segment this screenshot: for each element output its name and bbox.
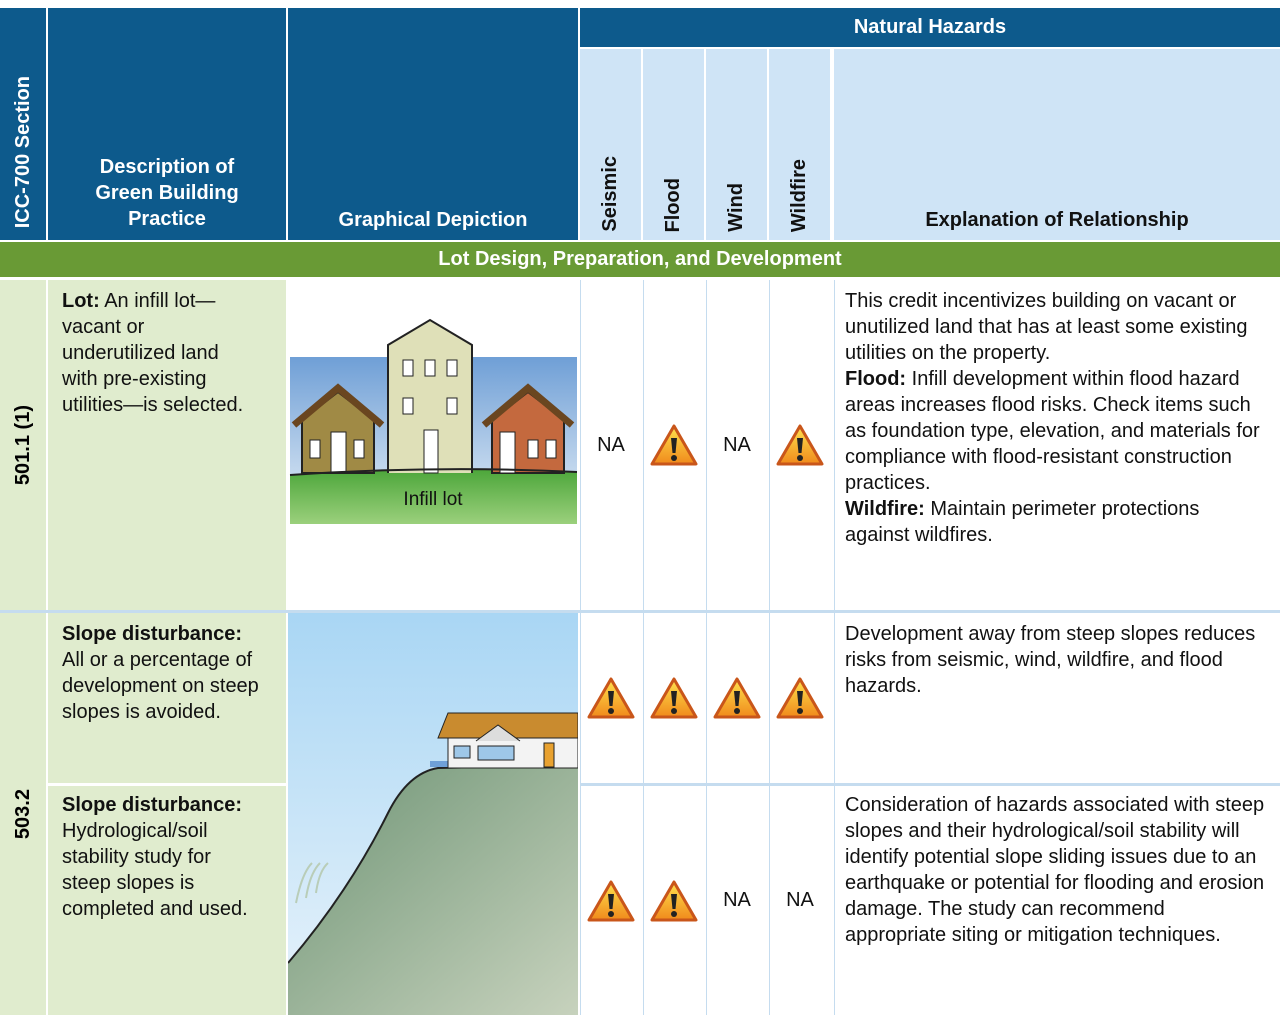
header-section: ICC-700 Section	[12, 76, 35, 228]
hazard-value: NA	[786, 889, 814, 912]
hazard-header-cell: Wind	[706, 49, 767, 240]
explanation-text: Development away from steep slopes reduc…	[845, 623, 1255, 697]
explanation-text: Consideration of hazards associated with…	[845, 794, 1264, 946]
explanation-paragraph: This credit incentivizes building on vac…	[845, 288, 1266, 366]
hazard-cell	[580, 786, 641, 1015]
warning-icon	[650, 879, 698, 923]
warning-icon	[587, 879, 635, 923]
hazard-header: Wind	[725, 183, 748, 232]
explanation-text: This credit incentivizes building on vac…	[845, 290, 1247, 364]
hazard-cell	[769, 280, 830, 610]
hazard-cell: NA	[769, 786, 830, 1015]
hazard-header-cell: Wildfire	[769, 49, 830, 240]
description-label: Slope disturbance:	[62, 623, 242, 645]
graphic-cell	[288, 613, 578, 1015]
hazard-cell: NA	[580, 280, 641, 610]
explanation-cell: Development away from steep slopes reduc…	[834, 613, 1280, 783]
section-cell: 501.1 (1)	[0, 280, 46, 610]
description-label: Lot:	[62, 290, 100, 312]
header-graphic: Graphical Depiction	[288, 8, 578, 240]
page: ICC-700 Section Description of Green Bui…	[0, 0, 1280, 1015]
hazard-cell	[643, 786, 704, 1015]
hazard-header-cell: Flood	[643, 49, 704, 240]
description-label: Slope disturbance:	[62, 794, 242, 816]
header-group: Natural Hazards	[580, 8, 1280, 47]
hazard-value: NA	[723, 889, 751, 912]
infill-lot-illustration: Infill lot	[288, 280, 578, 610]
hazard-cell	[769, 613, 830, 783]
warning-icon	[650, 676, 698, 720]
warning-icon	[713, 676, 761, 720]
explanation-paragraph: Flood: Infill development within flood h…	[845, 366, 1266, 496]
explanation-label: Wildfire:	[845, 498, 925, 520]
hazard-cell	[580, 613, 641, 783]
explanation-cell: Consideration of hazards associated with…	[834, 786, 1280, 1015]
hazard-cell	[706, 613, 767, 783]
section-band: Lot Design, Preparation, and Development	[0, 242, 1280, 277]
warning-icon	[587, 676, 635, 720]
hazard-cell: NA	[706, 280, 767, 610]
hazard-value: NA	[597, 434, 625, 457]
warning-icon	[776, 676, 824, 720]
hazard-cell	[643, 280, 704, 610]
section-cell: 503.2	[0, 613, 46, 1015]
hazard-header: Flood	[662, 178, 685, 232]
description-text: All or a percentage of development on st…	[62, 649, 259, 723]
explanation-paragraph: Wildfire: Maintain perimeter protections…	[845, 496, 1266, 548]
header-description: Description of Green Building Practice	[48, 8, 286, 240]
hazard-header-cell: Seismic	[580, 49, 641, 240]
slope-illustration	[288, 613, 578, 1015]
warning-icon	[650, 423, 698, 467]
section-number: 501.1 (1)	[12, 405, 35, 485]
hazard-header: Wildfire	[788, 159, 811, 232]
explanation-cell: This credit incentivizes building on vac…	[834, 280, 1280, 610]
hazard-value: NA	[723, 434, 751, 457]
description-cell: Slope disturbance: All or a percentage o…	[48, 613, 286, 783]
hazard-cell	[643, 613, 704, 783]
explanation-label: Flood:	[845, 368, 906, 390]
graphic-caption: Infill lot	[403, 489, 463, 510]
header-explanation: Explanation of Relationship	[834, 49, 1280, 240]
description-cell: Lot: An infill lot—vacant or underutiliz…	[48, 280, 286, 610]
warning-icon	[776, 423, 824, 467]
description-text: Hydrological/soil stability study for st…	[62, 820, 248, 920]
header-section-cell: ICC-700 Section	[0, 8, 46, 240]
explanation-text: Infill development within flood hazard a…	[845, 368, 1260, 494]
hazard-header: Seismic	[599, 156, 622, 232]
row-divider	[48, 783, 286, 786]
section-number: 503.2	[12, 789, 35, 839]
graphic-cell: Infill lot	[288, 280, 578, 610]
hazard-cell: NA	[706, 786, 767, 1015]
description-cell: Slope disturbance: Hydrological/soil sta…	[48, 786, 286, 1015]
